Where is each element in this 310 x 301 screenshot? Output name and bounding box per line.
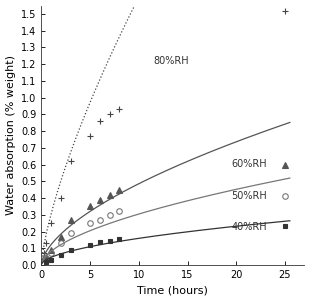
Text: 80%RH: 80%RH <box>153 56 189 66</box>
Text: 50%RH: 50%RH <box>231 191 267 200</box>
Y-axis label: Water absorption (% weight): Water absorption (% weight) <box>6 55 16 215</box>
X-axis label: Time (hours): Time (hours) <box>137 285 208 296</box>
Text: 40%RH: 40%RH <box>231 222 267 231</box>
Text: 60%RH: 60%RH <box>231 159 267 169</box>
